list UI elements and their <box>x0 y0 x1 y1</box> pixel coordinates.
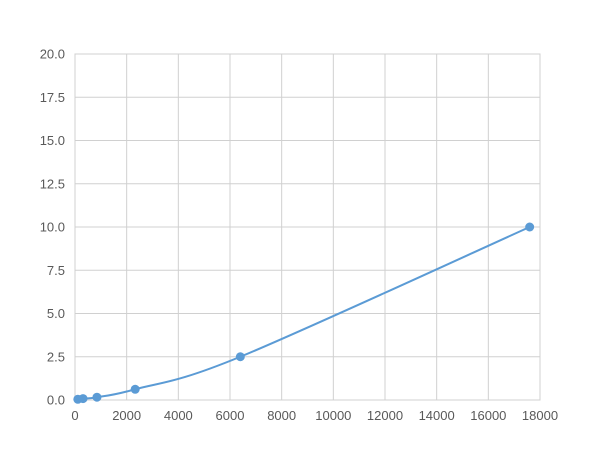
data-point <box>525 222 535 232</box>
plot-area <box>74 53 541 401</box>
data-point <box>78 394 88 404</box>
y-tick-label: 7.5 <box>47 263 65 278</box>
x-tick-label: 0 <box>71 408 78 423</box>
x-tick-label: 18000 <box>522 408 558 423</box>
y-tick-label: 17.5 <box>40 90 65 105</box>
x-tick-label: 6000 <box>216 408 245 423</box>
y-tick-label: 20.0 <box>40 47 65 62</box>
x-tick-label: 2000 <box>112 408 141 423</box>
y-tick-label: 12.5 <box>40 176 65 191</box>
x-tick-label: 8000 <box>267 408 296 423</box>
x-tick-label: 12000 <box>367 408 403 423</box>
y-tick-label: 0.0 <box>47 393 65 408</box>
data-point <box>92 392 102 402</box>
x-tick-label: 10000 <box>315 408 351 423</box>
x-tick-label: 16000 <box>470 408 506 423</box>
x-tick-label: 4000 <box>164 408 193 423</box>
y-tick-label: 15.0 <box>40 133 65 148</box>
y-tick-label: 5.0 <box>47 306 65 321</box>
data-point <box>235 352 245 362</box>
x-tick-label: 14000 <box>419 408 455 423</box>
y-tick-label: 10.0 <box>40 220 65 235</box>
data-point <box>130 384 140 394</box>
y-tick-label: 2.5 <box>47 349 65 364</box>
